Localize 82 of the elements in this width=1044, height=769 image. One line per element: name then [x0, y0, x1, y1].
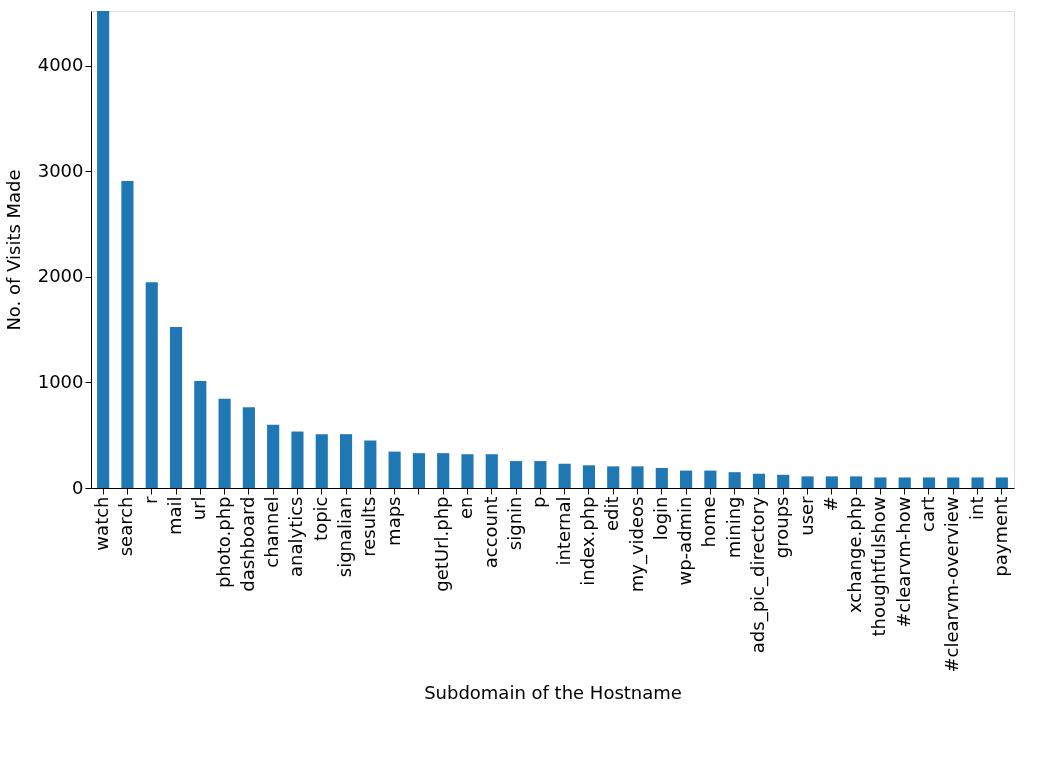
x-tick-label: #clearvm-overview: [941, 496, 963, 673]
bar: [388, 451, 401, 488]
bar: [728, 472, 741, 488]
x-tick-label: results: [358, 496, 380, 557]
bar: [145, 282, 158, 488]
x-tick-label: login: [649, 496, 671, 541]
bar: [242, 407, 255, 488]
x-tick-label: maps: [382, 496, 404, 546]
bar: [898, 477, 911, 488]
bar: [801, 476, 814, 488]
x-tick-label: en: [455, 496, 477, 519]
x-tick-label: cart: [916, 496, 938, 532]
y-tick-label: 3000: [37, 159, 84, 181]
bar: [874, 477, 887, 488]
bar: [558, 463, 571, 488]
x-tick-label: url: [188, 496, 210, 521]
x-axis-title: Subdomain of the Hostname: [424, 681, 682, 703]
x-tick-label: analytics: [285, 496, 307, 577]
bar: [655, 467, 668, 488]
x-tick-label: home: [698, 496, 720, 548]
bar: [850, 476, 863, 488]
bar: [607, 466, 620, 488]
bar: [534, 461, 547, 488]
x-tick-label: photo.php: [212, 496, 234, 589]
x-tick-label: mail: [164, 496, 186, 536]
x-tick-label: ads_pic_directory: [746, 496, 769, 654]
bar: [631, 466, 644, 488]
x-tick-label: signin: [504, 496, 526, 551]
x-tick-label: topic: [309, 496, 331, 541]
x-tick-label: #: [819, 496, 841, 512]
y-tick-label: 1000: [37, 370, 84, 392]
y-axis-title: No. of Visits Made: [2, 169, 24, 331]
bar: [339, 434, 353, 488]
x-tick-label: channel: [261, 496, 283, 568]
x-tick-label: groups: [771, 496, 793, 559]
bar: [509, 461, 523, 488]
bar: [995, 477, 1008, 488]
x-tick-label: getUrl.php: [431, 496, 453, 592]
bar: [922, 477, 936, 488]
x-tick-label: int: [965, 496, 987, 520]
bar: [971, 477, 984, 488]
bar: [825, 476, 838, 488]
x-tick-label: xchange.php: [844, 496, 866, 614]
y-tick-label: 4000: [37, 54, 84, 76]
x-tick-label: index.php: [576, 496, 598, 586]
x-tick-label: account: [479, 496, 501, 569]
x-tick-label: signalian: [334, 496, 356, 578]
bar: [315, 434, 328, 488]
bar: [777, 474, 790, 488]
x-tick-label: my_videos: [625, 496, 648, 593]
x-tick-label: wp-admin: [674, 496, 696, 586]
bar: [169, 327, 183, 488]
x-tick-label: thoughtfulshow: [868, 496, 890, 637]
x-tick-label: internal: [552, 496, 574, 566]
bar: [412, 453, 425, 488]
x-tick-label: watch: [91, 496, 113, 551]
bar: [97, 11, 110, 488]
bar: [194, 380, 207, 488]
bar: [680, 470, 693, 488]
bar: [582, 465, 596, 488]
bar: [704, 470, 717, 488]
bar: [437, 453, 450, 488]
bar: [267, 424, 280, 488]
x-tick-label: mining: [722, 496, 744, 559]
x-tick-label: payment: [989, 496, 1011, 577]
bar: [364, 440, 377, 488]
x-tick-label: #clearvm-how: [892, 496, 914, 628]
bar: [752, 473, 766, 488]
x-tick-label: edit: [601, 496, 623, 532]
y-tick-label: 2000: [37, 265, 84, 287]
x-tick-label: dashboard: [236, 496, 258, 592]
bar: [218, 398, 231, 488]
x-tick-label: r: [139, 495, 161, 504]
x-tick-label: user: [795, 495, 817, 536]
bar: [291, 431, 304, 488]
x-tick-label: search: [115, 496, 137, 557]
y-tick-label: 0: [72, 476, 84, 498]
bar: [485, 454, 498, 488]
bar: [121, 180, 134, 488]
x-tick-label: p: [528, 496, 550, 508]
bar: [947, 477, 960, 488]
bar: [461, 454, 474, 488]
